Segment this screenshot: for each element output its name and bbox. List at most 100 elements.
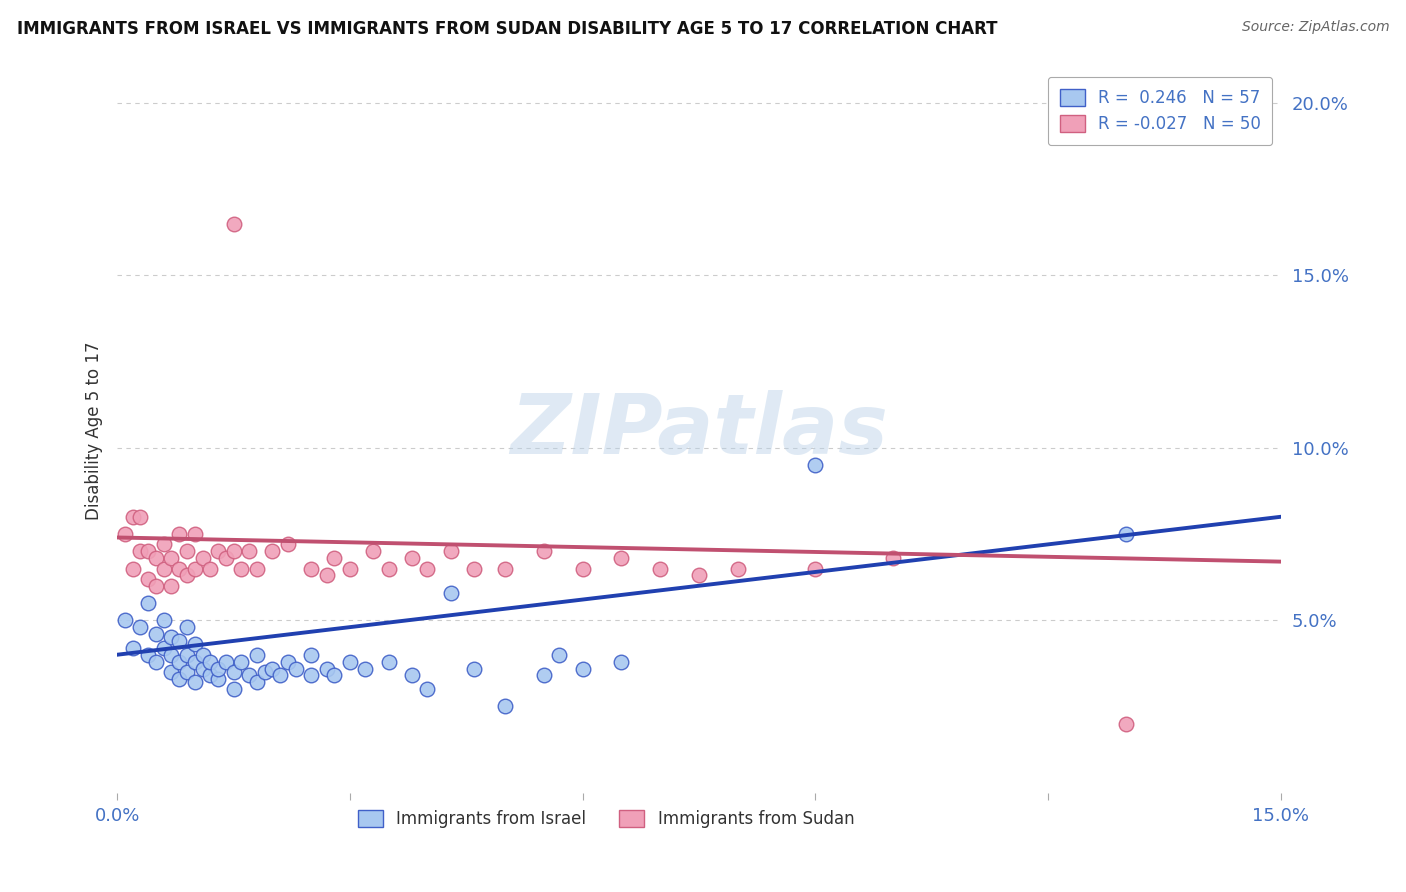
Point: [401, 668, 423, 682]
Point: [136, 596, 159, 610]
Point: [176, 620, 198, 634]
Point: [152, 561, 174, 575]
Point: [571, 561, 593, 575]
Point: [299, 561, 322, 575]
Point: [167, 527, 190, 541]
Point: [222, 544, 245, 558]
Point: [160, 551, 183, 566]
Point: [339, 655, 361, 669]
Point: [136, 572, 159, 586]
Point: [121, 640, 143, 655]
Point: [354, 661, 377, 675]
Point: [688, 568, 710, 582]
Point: [315, 568, 337, 582]
Point: [284, 661, 307, 675]
Point: [176, 648, 198, 662]
Point: [222, 665, 245, 679]
Point: [191, 648, 214, 662]
Point: [184, 637, 207, 651]
Point: [533, 544, 555, 558]
Point: [167, 634, 190, 648]
Legend: Immigrants from Israel, Immigrants from Sudan: Immigrants from Israel, Immigrants from …: [352, 804, 860, 835]
Point: [207, 672, 229, 686]
Point: [416, 561, 439, 575]
Point: [145, 655, 167, 669]
Point: [184, 527, 207, 541]
Point: [1115, 716, 1137, 731]
Point: [215, 655, 238, 669]
Point: [361, 544, 384, 558]
Point: [269, 668, 291, 682]
Point: [176, 665, 198, 679]
Point: [222, 682, 245, 697]
Point: [882, 551, 904, 566]
Point: [262, 661, 284, 675]
Point: [299, 668, 322, 682]
Point: [231, 655, 253, 669]
Point: [533, 668, 555, 682]
Point: [136, 544, 159, 558]
Point: [804, 561, 827, 575]
Point: [152, 613, 174, 627]
Point: [253, 665, 276, 679]
Point: [167, 561, 190, 575]
Point: [323, 551, 346, 566]
Point: [804, 458, 827, 472]
Point: [463, 661, 485, 675]
Point: [207, 661, 229, 675]
Point: [145, 579, 167, 593]
Point: [191, 661, 214, 675]
Point: [339, 561, 361, 575]
Point: [238, 668, 260, 682]
Point: [246, 648, 269, 662]
Point: [191, 551, 214, 566]
Point: [200, 561, 222, 575]
Point: [184, 561, 207, 575]
Point: [200, 668, 222, 682]
Point: [1115, 527, 1137, 541]
Point: [114, 613, 136, 627]
Point: [571, 661, 593, 675]
Point: [610, 551, 633, 566]
Point: [129, 544, 152, 558]
Point: [262, 544, 284, 558]
Point: [176, 568, 198, 582]
Point: [176, 544, 198, 558]
Point: [277, 655, 299, 669]
Point: [440, 585, 463, 599]
Point: [222, 217, 245, 231]
Point: [114, 527, 136, 541]
Point: [463, 561, 485, 575]
Point: [299, 648, 322, 662]
Text: Source: ZipAtlas.com: Source: ZipAtlas.com: [1241, 20, 1389, 34]
Point: [152, 640, 174, 655]
Point: [231, 561, 253, 575]
Point: [246, 561, 269, 575]
Point: [184, 655, 207, 669]
Point: [121, 561, 143, 575]
Point: [207, 544, 229, 558]
Point: [167, 655, 190, 669]
Text: IMMIGRANTS FROM ISRAEL VS IMMIGRANTS FROM SUDAN DISABILITY AGE 5 TO 17 CORRELATI: IMMIGRANTS FROM ISRAEL VS IMMIGRANTS FRO…: [17, 20, 997, 37]
Point: [152, 537, 174, 551]
Point: [246, 675, 269, 690]
Point: [416, 682, 439, 697]
Point: [136, 648, 159, 662]
Text: ZIPatlas: ZIPatlas: [510, 390, 887, 471]
Point: [145, 627, 167, 641]
Y-axis label: Disability Age 5 to 17: Disability Age 5 to 17: [86, 342, 103, 520]
Point: [277, 537, 299, 551]
Point: [121, 509, 143, 524]
Point: [650, 561, 672, 575]
Point: [610, 655, 633, 669]
Point: [160, 665, 183, 679]
Point: [440, 544, 463, 558]
Point: [315, 661, 337, 675]
Point: [167, 672, 190, 686]
Point: [494, 561, 516, 575]
Point: [377, 561, 399, 575]
Point: [184, 675, 207, 690]
Point: [200, 655, 222, 669]
Point: [727, 561, 749, 575]
Point: [494, 699, 516, 714]
